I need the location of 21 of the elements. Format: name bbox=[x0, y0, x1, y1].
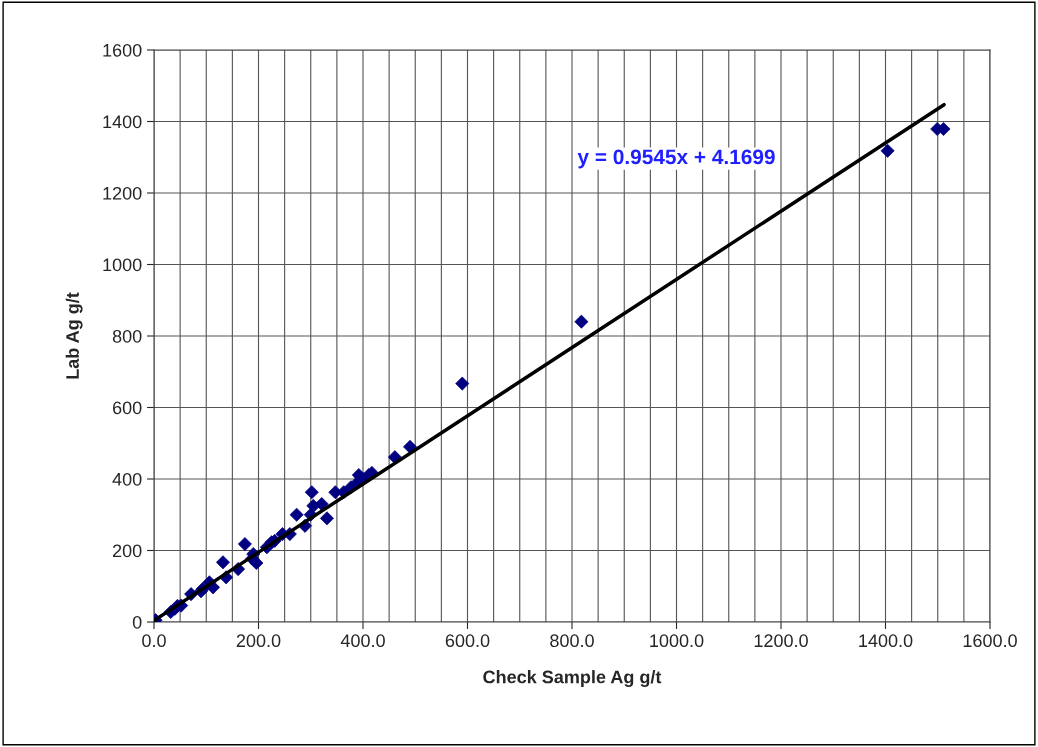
x-tick-label: 1200.0 bbox=[754, 634, 808, 648]
y-tick-label: 800 bbox=[112, 329, 142, 343]
y-tick-label: 1000 bbox=[103, 258, 142, 272]
y-tick-label: 1400 bbox=[103, 115, 142, 129]
x-tick-label: 800.0 bbox=[550, 634, 594, 648]
y-axis-title: Lab Ag g/t bbox=[65, 292, 83, 379]
annotation: y = 0.9545x + 4.1699 bbox=[577, 149, 775, 169]
y-tick-label: 1600 bbox=[103, 43, 142, 57]
x-tick-label: 1600.0 bbox=[963, 634, 1017, 648]
x-tick-label: 400.0 bbox=[340, 634, 385, 648]
x-tick-label: 1400.0 bbox=[859, 634, 913, 648]
x-tick-label: 600.0 bbox=[445, 634, 490, 648]
x-tick-label: 200.0 bbox=[236, 634, 281, 648]
x-tick-label: 0.0 bbox=[142, 634, 166, 648]
y-tick-label: 200 bbox=[112, 544, 142, 558]
x-axis-title: Check Sample Ag g/t bbox=[483, 670, 662, 687]
y-tick-label: 0 bbox=[132, 615, 142, 629]
y-tick-label: 600 bbox=[112, 401, 142, 415]
x-tick-label: 1000.0 bbox=[650, 634, 704, 648]
y-tick-label: 1200 bbox=[103, 186, 142, 200]
y-tick-label: 400 bbox=[112, 472, 142, 486]
